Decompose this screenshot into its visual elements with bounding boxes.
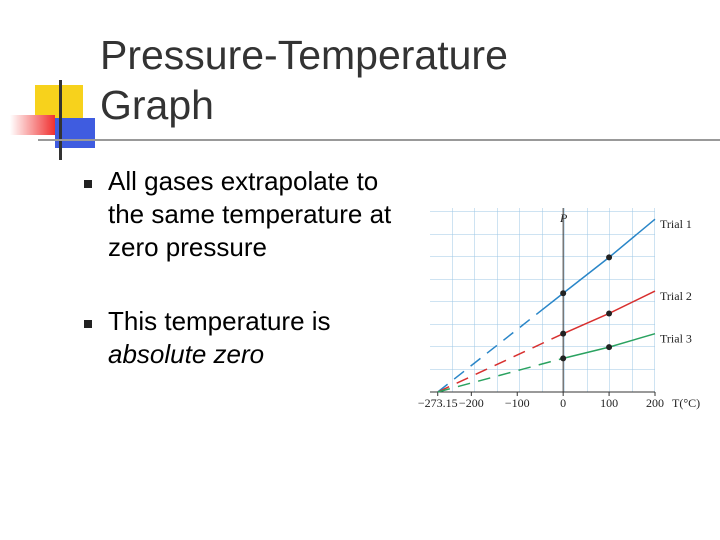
x-tick-label: −100 bbox=[505, 396, 530, 410]
grid bbox=[430, 208, 655, 392]
data-point bbox=[606, 344, 613, 351]
bullet-text: This temperature is bbox=[108, 306, 331, 336]
legend-label: Trial 1 bbox=[660, 217, 692, 231]
data-point bbox=[606, 310, 613, 317]
x-tick-label: −273.15 bbox=[418, 396, 458, 410]
series-line bbox=[437, 332, 656, 393]
x-tick-label: −200 bbox=[459, 396, 484, 410]
deco-line bbox=[59, 80, 62, 160]
bullet: All gases extrapolate to the same temper… bbox=[108, 166, 392, 262]
x-tick-label: 200 bbox=[646, 396, 664, 410]
legend-label: Trial 2 bbox=[660, 289, 692, 303]
series-line bbox=[437, 218, 656, 393]
x-axis-label: T(°C) bbox=[672, 396, 700, 410]
data-point bbox=[560, 290, 567, 297]
data-point bbox=[560, 355, 567, 362]
series-line bbox=[437, 290, 656, 393]
bullet-marker bbox=[84, 320, 92, 328]
bullet-emphasis: absolute zero bbox=[108, 339, 265, 369]
x-tick-label: 100 bbox=[600, 396, 618, 410]
data-point bbox=[560, 330, 567, 337]
data-point bbox=[606, 254, 613, 261]
bullet-marker bbox=[84, 180, 92, 188]
bullet: This temperature is absolute zero bbox=[108, 305, 408, 371]
x-tick-label: 0 bbox=[560, 396, 566, 410]
deco-bar bbox=[10, 115, 55, 135]
rule bbox=[38, 139, 720, 141]
slide-title: Pressure-Temperature Graph bbox=[100, 32, 508, 128]
legend-label: Trial 3 bbox=[660, 331, 692, 345]
